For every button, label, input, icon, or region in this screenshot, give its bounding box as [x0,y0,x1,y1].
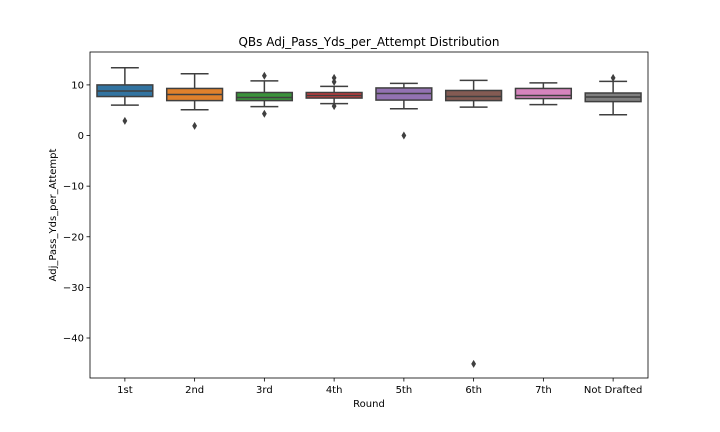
outlier-point [401,131,407,140]
y-axis-label: Adj_Pass_Yds_per_Attempt [48,148,59,281]
x-tick-label: 1st [117,385,133,396]
box-group-1 [165,73,224,130]
y-tick-label: 10 [71,80,84,91]
box-iqr [235,91,294,102]
y-tick-label: 0 [78,131,84,142]
box-group-5 [444,79,503,368]
y-tick-label: −40 [63,334,84,345]
box-group-3 [305,73,363,111]
outlier-point [331,73,337,82]
x-tick-label: 4th [326,385,343,396]
outlier-point [331,77,337,86]
x-tick-label: 5th [396,385,413,396]
x-axis-label: Round [353,399,385,410]
outlier-point [261,109,267,118]
box-group-2 [235,71,294,118]
plot-area [96,66,642,368]
x-tick-label: 7th [535,385,552,396]
box-iqr [444,89,503,102]
outlier-point [192,121,198,130]
y-axis: 10 0 −10 −20 −30 −40 [63,80,90,345]
x-axis: 1st 2nd 3rd 4th 5th 6th 7th Not Drafted [117,378,642,396]
box-group-4 [375,82,433,140]
x-tick-label: Not Drafted [584,385,642,396]
x-tick-label: 6th [465,385,482,396]
outlier-point [331,102,337,111]
y-tick-label: −30 [63,283,84,294]
outlier-point [610,73,616,82]
box-group-6 [514,82,573,106]
y-tick-label: −10 [63,182,84,193]
chart-title: QBs Adj_Pass_Yds_per_Attempt Distributio… [238,35,499,49]
outlier-point [261,71,267,80]
box-group-7 [584,73,642,116]
x-tick-label: 3rd [256,385,273,396]
box-iqr [514,87,573,100]
outlier-point [471,359,477,368]
axes-frame [89,51,649,379]
y-tick-label: −20 [63,232,84,243]
box-group-0 [96,66,154,125]
x-tick-label: 2nd [185,385,204,396]
outlier-point [122,116,128,125]
